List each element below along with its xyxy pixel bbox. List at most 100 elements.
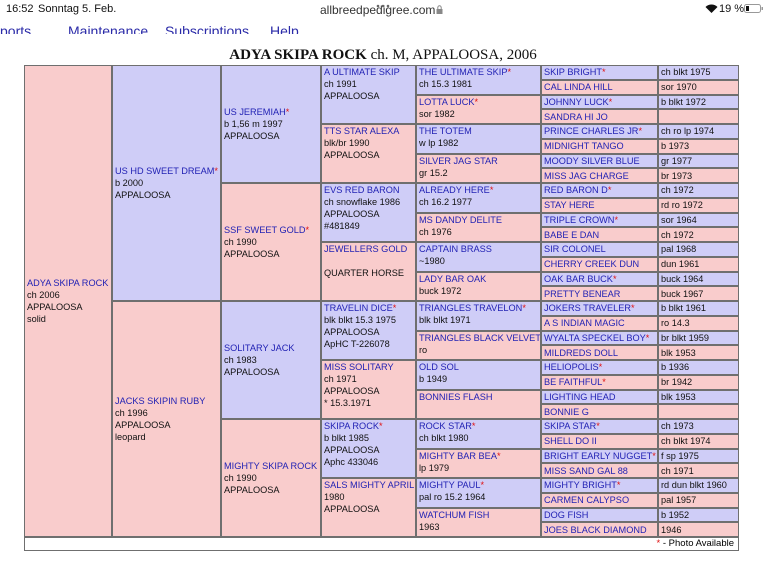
- horse-link[interactable]: TRAVELIN DICE: [324, 303, 393, 313]
- horse-info: ch 1996: [115, 408, 148, 418]
- horse-link[interactable]: MOODY SILVER BLUE: [544, 155, 640, 166]
- nav-link[interactable]: ports: [0, 23, 32, 34]
- horse-name-line: BONNIE G: [544, 406, 655, 418]
- horse-link[interactable]: ROCK STAR: [419, 421, 472, 431]
- horse-link[interactable]: MISS SOLITARY: [324, 362, 394, 372]
- horse-link[interactable]: SILVER JAG STAR: [419, 155, 498, 166]
- horse-name-line: HELIOPOLIS*: [544, 361, 655, 373]
- horse-link[interactable]: PRETTY BENEAR: [544, 288, 621, 299]
- horse-link[interactable]: LIGHTING HEAD: [544, 391, 616, 402]
- footer-text: - Photo Available: [662, 538, 734, 549]
- horse-link[interactable]: LADY BAR OAK: [419, 273, 487, 284]
- horse-link[interactable]: SHELL DO II: [544, 436, 597, 447]
- horse-link[interactable]: ADYA SKIPA ROCK: [27, 278, 109, 288]
- horse-info: dun 1961: [661, 259, 700, 270]
- horse-link[interactable]: THE ULTIMATE SKIP: [419, 67, 508, 77]
- horse-link[interactable]: THE TOTEM: [419, 126, 472, 136]
- horse-name-line: ADYA SKIPA ROCK: [27, 277, 109, 289]
- horse-name-line: MISS SOLITARY: [324, 361, 413, 373]
- horse-link[interactable]: SKIP BRIGHT: [544, 67, 603, 78]
- horse-cell: ADYA SKIPA ROCK ch 2006 APPALOOSA solid: [25, 66, 111, 536]
- horse-link[interactable]: OAK BAR BUCK: [544, 273, 613, 284]
- horse-link[interactable]: TRIPLE CROWN: [544, 214, 615, 225]
- horse-link[interactable]: SOLITARY JACK: [224, 343, 295, 353]
- horse-link[interactable]: SANDRA HI JO: [544, 111, 608, 122]
- horse-link[interactable]: JOHNNY LUCK: [544, 96, 609, 107]
- horse-link[interactable]: STAY HERE: [544, 200, 595, 211]
- horse-link[interactable]: OLD SOL: [419, 362, 459, 372]
- horse-link[interactable]: WYALTA SPECKEL BOY: [544, 332, 646, 343]
- nav-link[interactable]: Maintenance: [68, 23, 149, 34]
- horse-name-line: JOES BLACK DIAMOND: [544, 524, 655, 536]
- horse-link[interactable]: SSF SWEET GOLD: [224, 225, 306, 235]
- nav-link[interactable]: Subscriptions: [165, 23, 250, 34]
- horse-info: pal 1968: [661, 244, 697, 255]
- horse-link[interactable]: MIGHTY BRIGHT: [544, 480, 617, 491]
- horse-name-line: MIGHTY BRIGHT*: [544, 479, 655, 491]
- horse-link[interactable]: A S INDIAN MAGIC: [544, 318, 625, 329]
- horse-link[interactable]: DOG FISH: [544, 509, 589, 520]
- horse-link[interactable]: MIGHTY SKIPA ROCK: [224, 461, 318, 471]
- horse-info: ch 1973: [661, 421, 694, 432]
- nav-link[interactable]: Help: [270, 23, 299, 34]
- horse-cell: JACKS SKIPIN RUBY ch 1996 APPALOOSA leopard: [113, 302, 220, 536]
- horse-link[interactable]: JOES BLACK DIAMOND: [544, 524, 647, 535]
- horse-link[interactable]: TRIANGLES TRAVELON: [419, 303, 523, 313]
- horse-info: APPALOOSA: [224, 249, 280, 259]
- horse-link[interactable]: MISS SAND GAL 88: [544, 465, 628, 476]
- horse-info-cell: f sp 1975: [659, 449, 738, 463]
- horse-link[interactable]: JEWELLERS GOLD: [324, 244, 408, 254]
- horse-link[interactable]: MIGHTY BAR BEA: [419, 450, 497, 461]
- horse-cell: LIGHTING HEAD: [542, 390, 657, 404]
- photo-mark: *: [214, 166, 218, 176]
- horse-cell: PRETTY BENEAR: [542, 287, 657, 300]
- horse-link[interactable]: US HD SWEET DREAM: [115, 166, 215, 176]
- horse-link[interactable]: BONNIES FLASH: [419, 391, 493, 402]
- horse-link[interactable]: CARMEN CALYPSO: [544, 495, 630, 506]
- horse-link[interactable]: BONNIE G: [544, 406, 589, 417]
- horse-link[interactable]: BABE E DAN: [544, 229, 600, 240]
- url[interactable]: allbreedpedigree.com: [320, 3, 436, 17]
- horse-info: sor 1982: [419, 108, 455, 119]
- horse-info: ch 1971: [661, 465, 694, 476]
- horse-link[interactable]: BRIGHT EARLY NUGGET: [544, 450, 653, 461]
- horse-link[interactable]: MIDNIGHT TANGO: [544, 141, 624, 152]
- horse-link[interactable]: CAL LINDA HILL: [544, 82, 613, 93]
- horse-link[interactable]: MS DANDY DELITE: [419, 214, 503, 225]
- horse-link[interactable]: SALS MIGHTY APRIL: [324, 480, 415, 490]
- horse-cell: OAK BAR BUCK*: [542, 272, 657, 286]
- horse-info-cell: blk 1953: [659, 346, 738, 359]
- horse-link[interactable]: US JEREMIAH: [224, 107, 286, 117]
- horse-name-line: SOLITARY JACK: [224, 342, 318, 354]
- horse-link[interactable]: BE FAITHFUL: [544, 377, 603, 388]
- horse-link[interactable]: WATCHUM FISH: [419, 509, 490, 520]
- horse-link[interactable]: MISS JAG CHARGE: [544, 170, 629, 181]
- horse-cell: ALREADY HERE* ch 16.2 1977: [417, 184, 540, 212]
- horse-link[interactable]: JACKS SKIPIN RUBY: [115, 396, 206, 406]
- horse-link[interactable]: ALREADY HERE: [419, 185, 490, 195]
- horse-link[interactable]: A ULTIMATE SKIP: [324, 67, 400, 77]
- horse-link[interactable]: JOKERS TRAVELER: [544, 303, 631, 314]
- horse-link[interactable]: SIR COLONEL: [544, 244, 606, 255]
- horse-name-line: SILVER JAG STAR: [419, 155, 538, 167]
- horse-link[interactable]: EVS RED BARON: [324, 185, 400, 195]
- horse-link[interactable]: CAPTAIN BRASS: [419, 244, 492, 254]
- horse-link[interactable]: PRINCE CHARLES JR: [544, 126, 639, 137]
- horse-cell: MISS SOLITARY ch 1971 APPALOOSA * 15.3.1971: [322, 361, 415, 418]
- horse-name-line: BONNIES FLASH: [419, 391, 538, 403]
- horse-cell: SSF SWEET GOLD* ch 1990 APPALOOSA: [222, 184, 320, 300]
- horse-link[interactable]: MIGHTY PAUL: [419, 480, 481, 490]
- horse-link[interactable]: TTS STAR ALEXA: [324, 126, 400, 136]
- horse-info: APPALOOSA: [324, 386, 380, 396]
- horse-link[interactable]: SKIPA ROCK: [324, 421, 379, 431]
- horse-link[interactable]: TRIANGLES BLACK VELVET: [419, 332, 540, 343]
- horse-link[interactable]: RED BARON D: [544, 185, 608, 196]
- horse-info: 1963: [419, 521, 440, 532]
- horse-link[interactable]: CHERRY CREEK DUN: [544, 259, 640, 270]
- horse-link[interactable]: MILDREDS DOLL: [544, 347, 619, 358]
- horse-info: leopard: [115, 432, 146, 442]
- horse-link[interactable]: HELIOPOLIS: [544, 362, 599, 373]
- horse-link[interactable]: SKIPA STAR: [544, 421, 597, 432]
- horse-cell: BONNIE G: [542, 405, 657, 418]
- horse-link[interactable]: LOTTA LUCK: [419, 96, 475, 107]
